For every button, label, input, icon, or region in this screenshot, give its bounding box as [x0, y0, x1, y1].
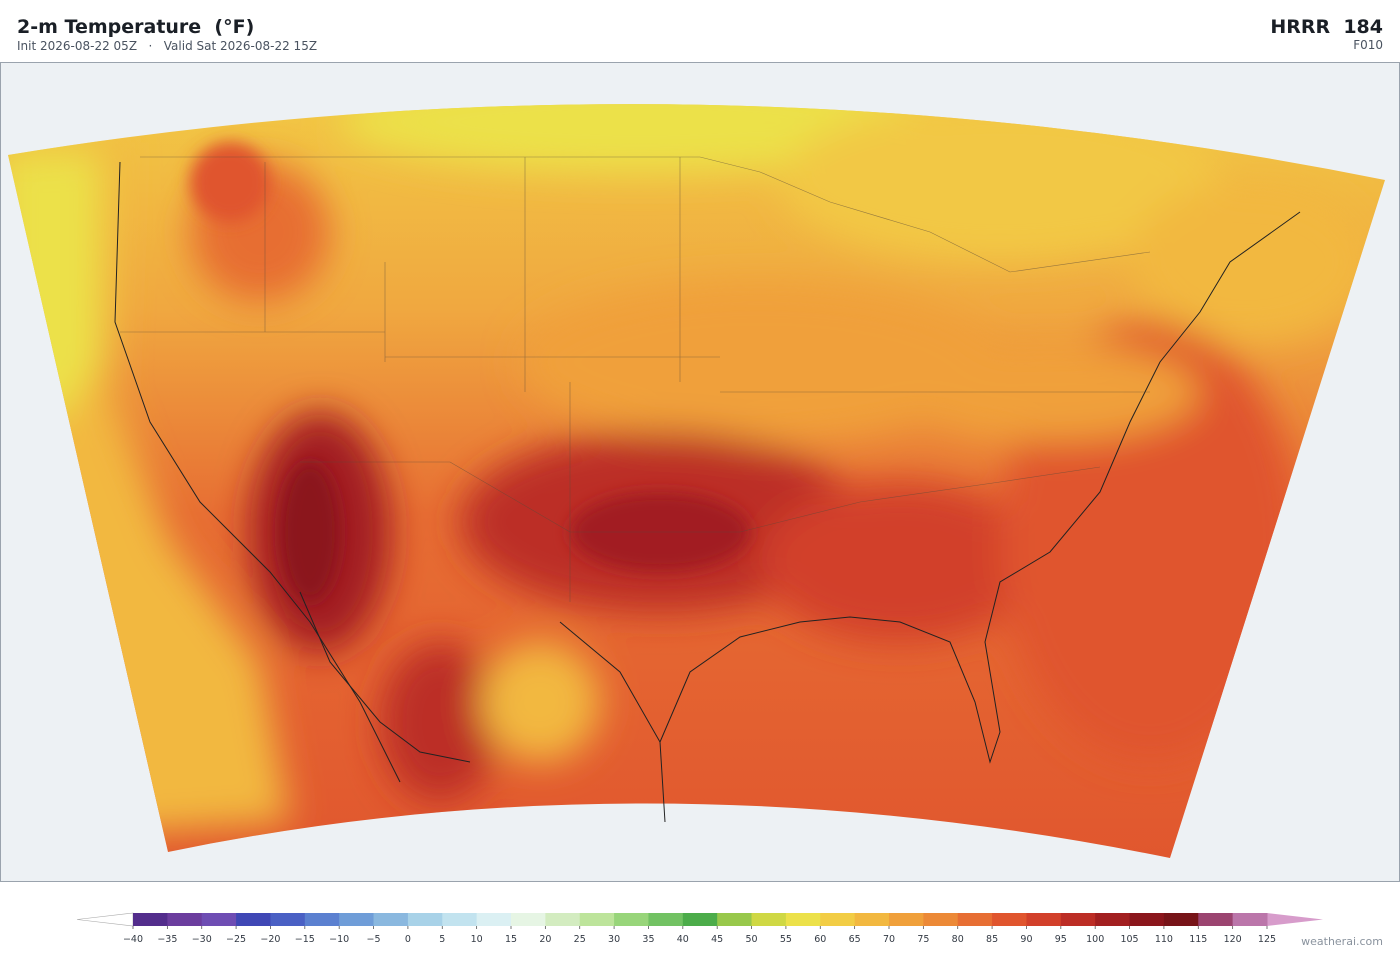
color-segment	[785, 913, 821, 926]
color-segment	[1232, 913, 1268, 926]
init-time: Init 2026-08-22 05Z	[17, 39, 138, 53]
color-segment	[373, 913, 409, 926]
color-segment	[407, 913, 443, 926]
color-segment	[820, 913, 856, 926]
color-segment	[648, 913, 684, 926]
tick-label: −25	[226, 934, 246, 945]
tick-label: 45	[711, 934, 723, 945]
color-segment	[751, 913, 787, 926]
color-segment	[1198, 913, 1234, 926]
under-arrow	[76, 912, 134, 927]
color-segment	[133, 913, 168, 926]
color-segment	[1026, 913, 1062, 926]
tick-label: 35	[642, 934, 654, 945]
color-segment	[682, 913, 718, 926]
tick-label: 115	[1189, 934, 1207, 945]
borders	[120, 156, 1151, 602]
tick-label: 80	[952, 934, 964, 945]
map	[0, 62, 1400, 882]
tick-label: −10	[329, 934, 349, 945]
tick-label: −20	[260, 934, 280, 945]
tick-label: 55	[780, 934, 792, 945]
color-segment	[889, 913, 924, 926]
tick-label: 40	[677, 934, 689, 945]
color-segment	[923, 913, 959, 926]
color-segment	[339, 913, 375, 926]
tick-label: 65	[849, 934, 861, 945]
color-segment	[511, 913, 546, 926]
tick-label: 50	[745, 934, 757, 945]
tick-label: 70	[883, 934, 895, 945]
tick-label: 15	[505, 934, 517, 945]
forecast-hour: F010	[1353, 38, 1383, 52]
tick-label: −35	[157, 934, 177, 945]
tick-label: 95	[1055, 934, 1067, 945]
tick-label: 10	[471, 934, 483, 945]
color-segment	[1163, 913, 1199, 926]
color-segment	[270, 913, 306, 926]
color-segment	[304, 913, 340, 926]
tick-label: 85	[986, 934, 998, 945]
tick-label: 0	[405, 934, 411, 945]
credit: weatherai.com	[1301, 935, 1383, 948]
tick-label: 90	[1020, 934, 1032, 945]
colorbar: −40 −35 −30 −25 −20 −15 −10 −5 0 5 10 15 20 25 30 35 40 4…	[76, 912, 1323, 945]
tick-label: −40	[123, 934, 143, 945]
color-segment	[236, 913, 271, 926]
separator: ·	[148, 39, 153, 53]
map-title: 2-m Temperature (°F)	[17, 16, 255, 38]
coastlines	[114, 161, 1301, 823]
valid-time: Valid Sat 2026-08-22 15Z	[163, 39, 318, 53]
tick-label: 60	[814, 934, 826, 945]
color-segment	[1129, 913, 1165, 926]
tick-label: −30	[192, 934, 212, 945]
model-name: HRRR 184	[1270, 16, 1383, 38]
color-segment	[992, 913, 1027, 926]
tick-label: 20	[539, 934, 551, 945]
over-arrow	[1267, 913, 1323, 926]
color-segment	[957, 913, 993, 926]
color-segment	[614, 913, 649, 926]
subtitle: Init 2026-08-22 05Z · Valid Sat 2026-08-…	[17, 39, 317, 53]
temperature-field	[8, 104, 1385, 858]
color-segment	[717, 913, 753, 926]
color-segment	[1060, 913, 1096, 926]
tick-label: 125	[1258, 934, 1276, 945]
color-segment	[201, 913, 237, 926]
tick-label: 120	[1224, 934, 1242, 945]
color-segment	[579, 913, 615, 926]
tick-label: 30	[608, 934, 620, 945]
tick-label: 25	[574, 934, 586, 945]
color-segment	[545, 913, 581, 926]
tick-label: 75	[917, 934, 929, 945]
color-segment	[476, 913, 512, 926]
color-segment	[1095, 913, 1131, 926]
tick-label: 5	[439, 934, 445, 945]
tick-label: 105	[1120, 934, 1138, 945]
tick-label: −5	[367, 934, 381, 945]
color-segment	[854, 913, 890, 926]
tick-label: 100	[1086, 934, 1104, 945]
color-segment	[167, 913, 203, 926]
tick-label: 110	[1155, 934, 1173, 945]
tick-label: −15	[295, 934, 315, 945]
color-segment	[442, 913, 478, 926]
